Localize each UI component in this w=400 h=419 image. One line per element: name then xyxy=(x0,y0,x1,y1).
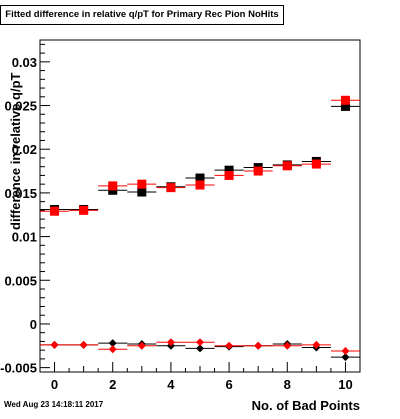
square-marker xyxy=(79,205,89,215)
square-marker xyxy=(108,181,118,191)
square-marker xyxy=(311,159,321,169)
y-axis-ticks: -0.005 0 0.005 0.01 0.015 0.02 0.025 0.03 xyxy=(0,43,50,376)
x-tick-label: 10 xyxy=(338,377,352,392)
square-marker xyxy=(340,101,350,111)
x-tick-label: 4 xyxy=(167,377,175,392)
y-tick-label: 0.025 xyxy=(4,99,37,114)
y-tick-label: 0.015 xyxy=(4,186,37,201)
y-tick-label: 0.01 xyxy=(12,230,37,245)
diamond-marker xyxy=(108,339,117,348)
footer-timestamp: Wed Aug 23 14:18:11 2017 xyxy=(4,400,104,409)
square-marker xyxy=(340,95,350,105)
square-marker xyxy=(195,180,205,190)
y-tick-label: 0.005 xyxy=(4,273,37,288)
diamond-marker xyxy=(50,340,59,349)
square-marker xyxy=(137,187,147,197)
y-axis-label: difference in relative q/pT xyxy=(8,72,23,230)
square-marker xyxy=(224,165,234,175)
x-axis-ticks: 0 2 4 6 8 10 xyxy=(39,362,361,392)
square-marker xyxy=(224,170,234,180)
diamond-marker xyxy=(108,345,117,354)
chart-title: Fitted difference in relative q/pT for P… xyxy=(0,5,284,25)
square-marker xyxy=(137,179,147,189)
x-tick-label: 6 xyxy=(225,377,232,392)
square-marker xyxy=(50,206,60,216)
square-marker xyxy=(282,161,292,171)
y-tick-label: 0.02 xyxy=(12,142,37,157)
diamond-marker xyxy=(137,341,146,350)
x-tick-label: 8 xyxy=(284,377,291,392)
square-marker xyxy=(195,173,205,183)
diamond-marker xyxy=(196,338,204,347)
square-marker xyxy=(253,166,263,176)
data-markers xyxy=(40,95,360,362)
diamond-marker xyxy=(225,341,234,350)
x-tick-label: 2 xyxy=(109,377,116,392)
diamond-marker xyxy=(341,347,350,356)
diamond-marker xyxy=(283,341,292,350)
diamond-marker xyxy=(79,340,88,349)
x-axis-label: No. of Bad Points xyxy=(252,398,360,413)
diamond-marker xyxy=(196,344,204,353)
diamond-marker xyxy=(254,341,263,350)
x-tick-label: 0 xyxy=(51,377,58,392)
diamond-marker xyxy=(312,340,321,349)
diamond-marker xyxy=(341,353,350,362)
y-tick-label: 0.03 xyxy=(12,55,37,70)
y-tick-label: 0 xyxy=(30,317,37,332)
square-marker xyxy=(166,183,176,193)
diamond-marker xyxy=(166,338,175,347)
y-tick-label: -0.005 xyxy=(0,361,37,376)
